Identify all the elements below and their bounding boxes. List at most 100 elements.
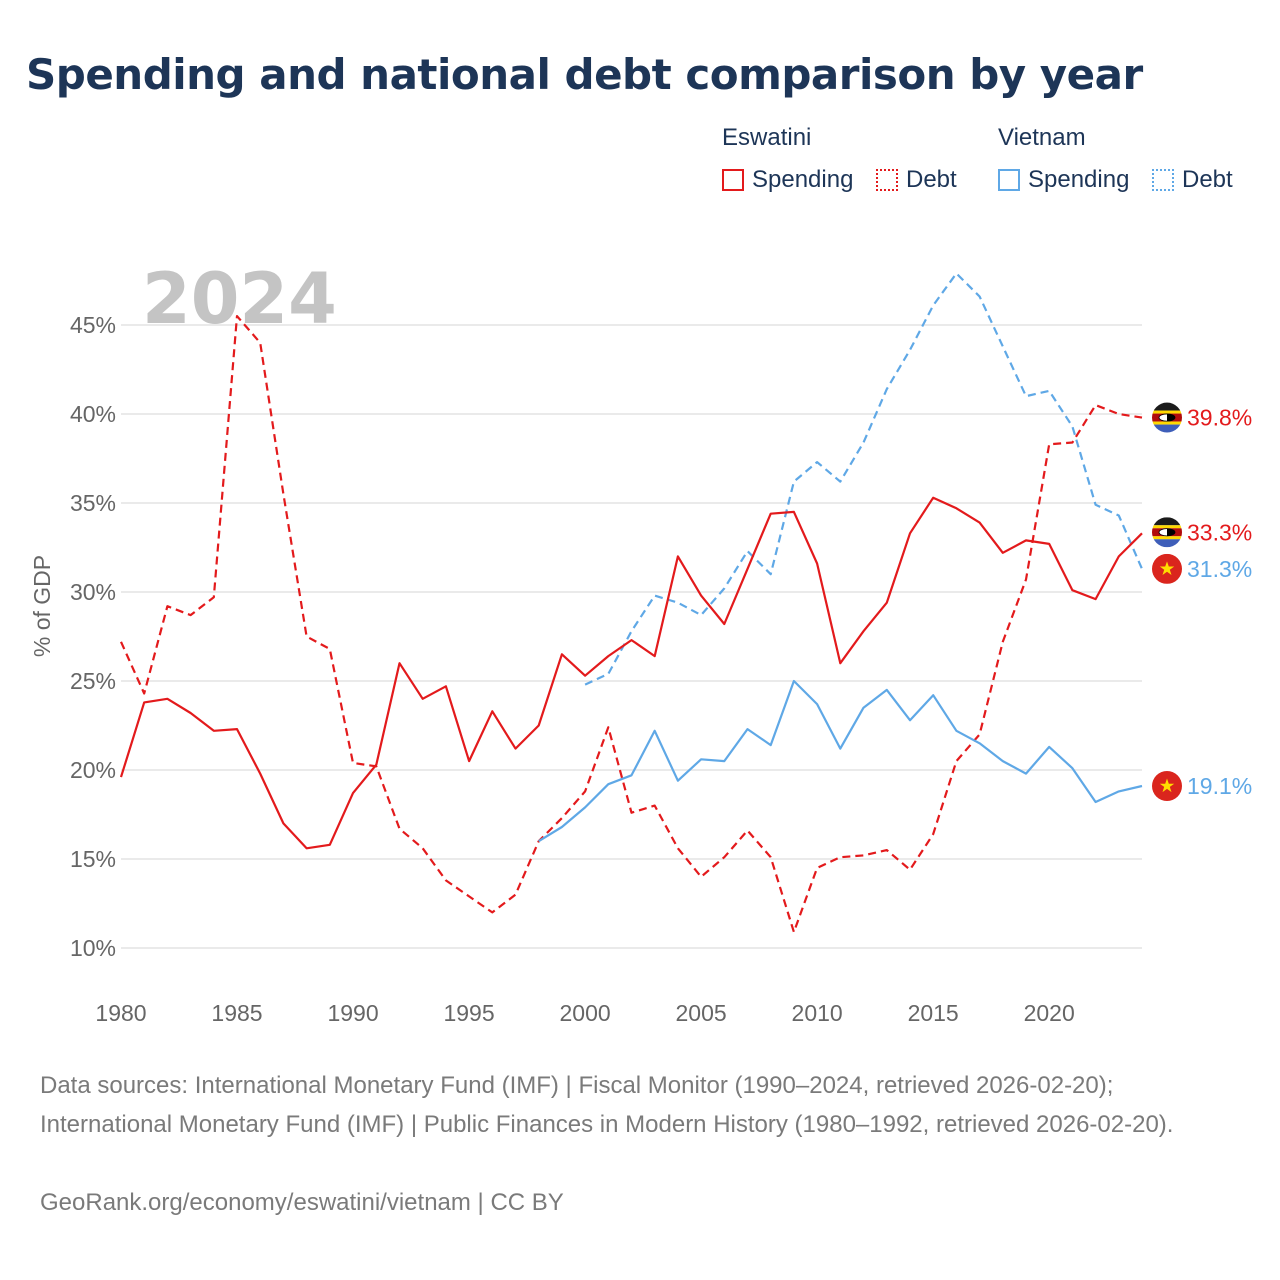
data-point[interactable] xyxy=(1046,744,1052,750)
series-line-eswatini-debt[interactable] xyxy=(119,315,1143,934)
data-point[interactable] xyxy=(814,701,820,707)
data-point[interactable] xyxy=(582,788,588,794)
data-point[interactable] xyxy=(164,603,170,609)
data-point[interactable] xyxy=(930,302,936,308)
data-point[interactable] xyxy=(559,824,565,830)
data-point[interactable] xyxy=(745,828,751,834)
data-point[interactable] xyxy=(768,571,774,577)
data-point[interactable] xyxy=(629,637,635,643)
data-point[interactable] xyxy=(768,854,774,860)
data-point[interactable] xyxy=(582,673,588,679)
data-point[interactable] xyxy=(1000,343,1006,349)
data-point[interactable] xyxy=(1046,441,1052,447)
data-point[interactable] xyxy=(141,690,147,696)
data-point[interactable] xyxy=(1116,788,1122,794)
data-point[interactable] xyxy=(977,294,983,300)
data-point[interactable] xyxy=(536,723,542,729)
data-point[interactable] xyxy=(1023,537,1029,543)
data-point[interactable] xyxy=(861,705,867,711)
data-point[interactable] xyxy=(489,909,495,915)
data-point[interactable] xyxy=(907,867,913,873)
data-point[interactable] xyxy=(652,653,658,659)
data-point[interactable] xyxy=(257,771,263,777)
data-point[interactable] xyxy=(884,687,890,693)
series-line-eswatini-spending[interactable] xyxy=(119,496,1143,850)
data-point[interactable] xyxy=(930,692,936,698)
data-point[interactable] xyxy=(1139,415,1145,421)
data-point[interactable] xyxy=(327,646,333,652)
data-point[interactable] xyxy=(512,746,518,752)
data-point[interactable] xyxy=(768,742,774,748)
data-point[interactable] xyxy=(1093,402,1099,408)
data-point[interactable] xyxy=(559,651,565,657)
data-point[interactable] xyxy=(884,386,890,392)
data-point[interactable] xyxy=(977,740,983,746)
data-point[interactable] xyxy=(1116,512,1122,518)
data-point[interactable] xyxy=(420,845,426,851)
data-point[interactable] xyxy=(652,593,658,599)
data-point[interactable] xyxy=(1069,423,1075,429)
data-point[interactable] xyxy=(1000,758,1006,764)
data-point[interactable] xyxy=(188,710,194,716)
data-point[interactable] xyxy=(420,696,426,702)
data-point[interactable] xyxy=(791,929,797,935)
data-point[interactable] xyxy=(1116,411,1122,417)
data-point[interactable] xyxy=(211,728,217,734)
data-point[interactable] xyxy=(280,491,286,497)
data-point[interactable] xyxy=(930,831,936,837)
data-point[interactable] xyxy=(1139,783,1145,789)
data-point[interactable] xyxy=(512,892,518,898)
data-point[interactable] xyxy=(1000,639,1006,645)
data-point[interactable] xyxy=(721,621,727,627)
data-point[interactable] xyxy=(443,877,449,883)
data-point[interactable] xyxy=(536,838,542,844)
data-point[interactable] xyxy=(280,820,286,826)
data-point[interactable] xyxy=(396,660,402,666)
data-point[interactable] xyxy=(953,758,959,764)
data-point[interactable] xyxy=(629,628,635,634)
data-point[interactable] xyxy=(373,762,379,768)
data-point[interactable] xyxy=(1093,502,1099,508)
data-point[interactable] xyxy=(907,717,913,723)
data-point[interactable] xyxy=(629,810,635,816)
data-point[interactable] xyxy=(814,561,820,567)
data-point[interactable] xyxy=(605,653,611,659)
data-point[interactable] xyxy=(791,678,797,684)
data-point[interactable] xyxy=(1069,765,1075,771)
data-point[interactable] xyxy=(118,639,124,645)
data-point[interactable] xyxy=(466,758,472,764)
data-point[interactable] xyxy=(675,600,681,606)
data-point[interactable] xyxy=(350,790,356,796)
data-point[interactable] xyxy=(884,847,890,853)
data-point[interactable] xyxy=(745,726,751,732)
data-point[interactable] xyxy=(652,803,658,809)
legend-vietnam-debt[interactable]: Debt xyxy=(1152,166,1233,194)
data-point[interactable] xyxy=(977,731,983,737)
data-point[interactable] xyxy=(118,774,124,780)
data-point[interactable] xyxy=(791,509,797,515)
data-point[interactable] xyxy=(861,852,867,858)
data-point[interactable] xyxy=(721,854,727,860)
data-point[interactable] xyxy=(1046,541,1052,547)
data-point[interactable] xyxy=(953,505,959,511)
data-point[interactable] xyxy=(1000,550,1006,556)
data-point[interactable] xyxy=(745,566,751,572)
data-point[interactable] xyxy=(211,594,217,600)
data-point[interactable] xyxy=(396,826,402,832)
data-point[interactable] xyxy=(977,520,983,526)
data-point[interactable] xyxy=(698,612,704,618)
data-point[interactable] xyxy=(327,842,333,848)
data-point[interactable] xyxy=(629,772,635,778)
data-point[interactable] xyxy=(304,634,310,640)
data-point[interactable] xyxy=(234,313,240,319)
data-point[interactable] xyxy=(907,530,913,536)
data-point[interactable] xyxy=(257,340,263,346)
data-point[interactable] xyxy=(164,696,170,702)
data-point[interactable] xyxy=(837,660,843,666)
data-point[interactable] xyxy=(675,553,681,559)
data-point[interactable] xyxy=(304,845,310,851)
data-point[interactable] xyxy=(1139,566,1145,572)
series-line-vietnam-debt[interactable] xyxy=(584,272,1144,686)
data-point[interactable] xyxy=(188,612,194,618)
data-point[interactable] xyxy=(861,628,867,634)
